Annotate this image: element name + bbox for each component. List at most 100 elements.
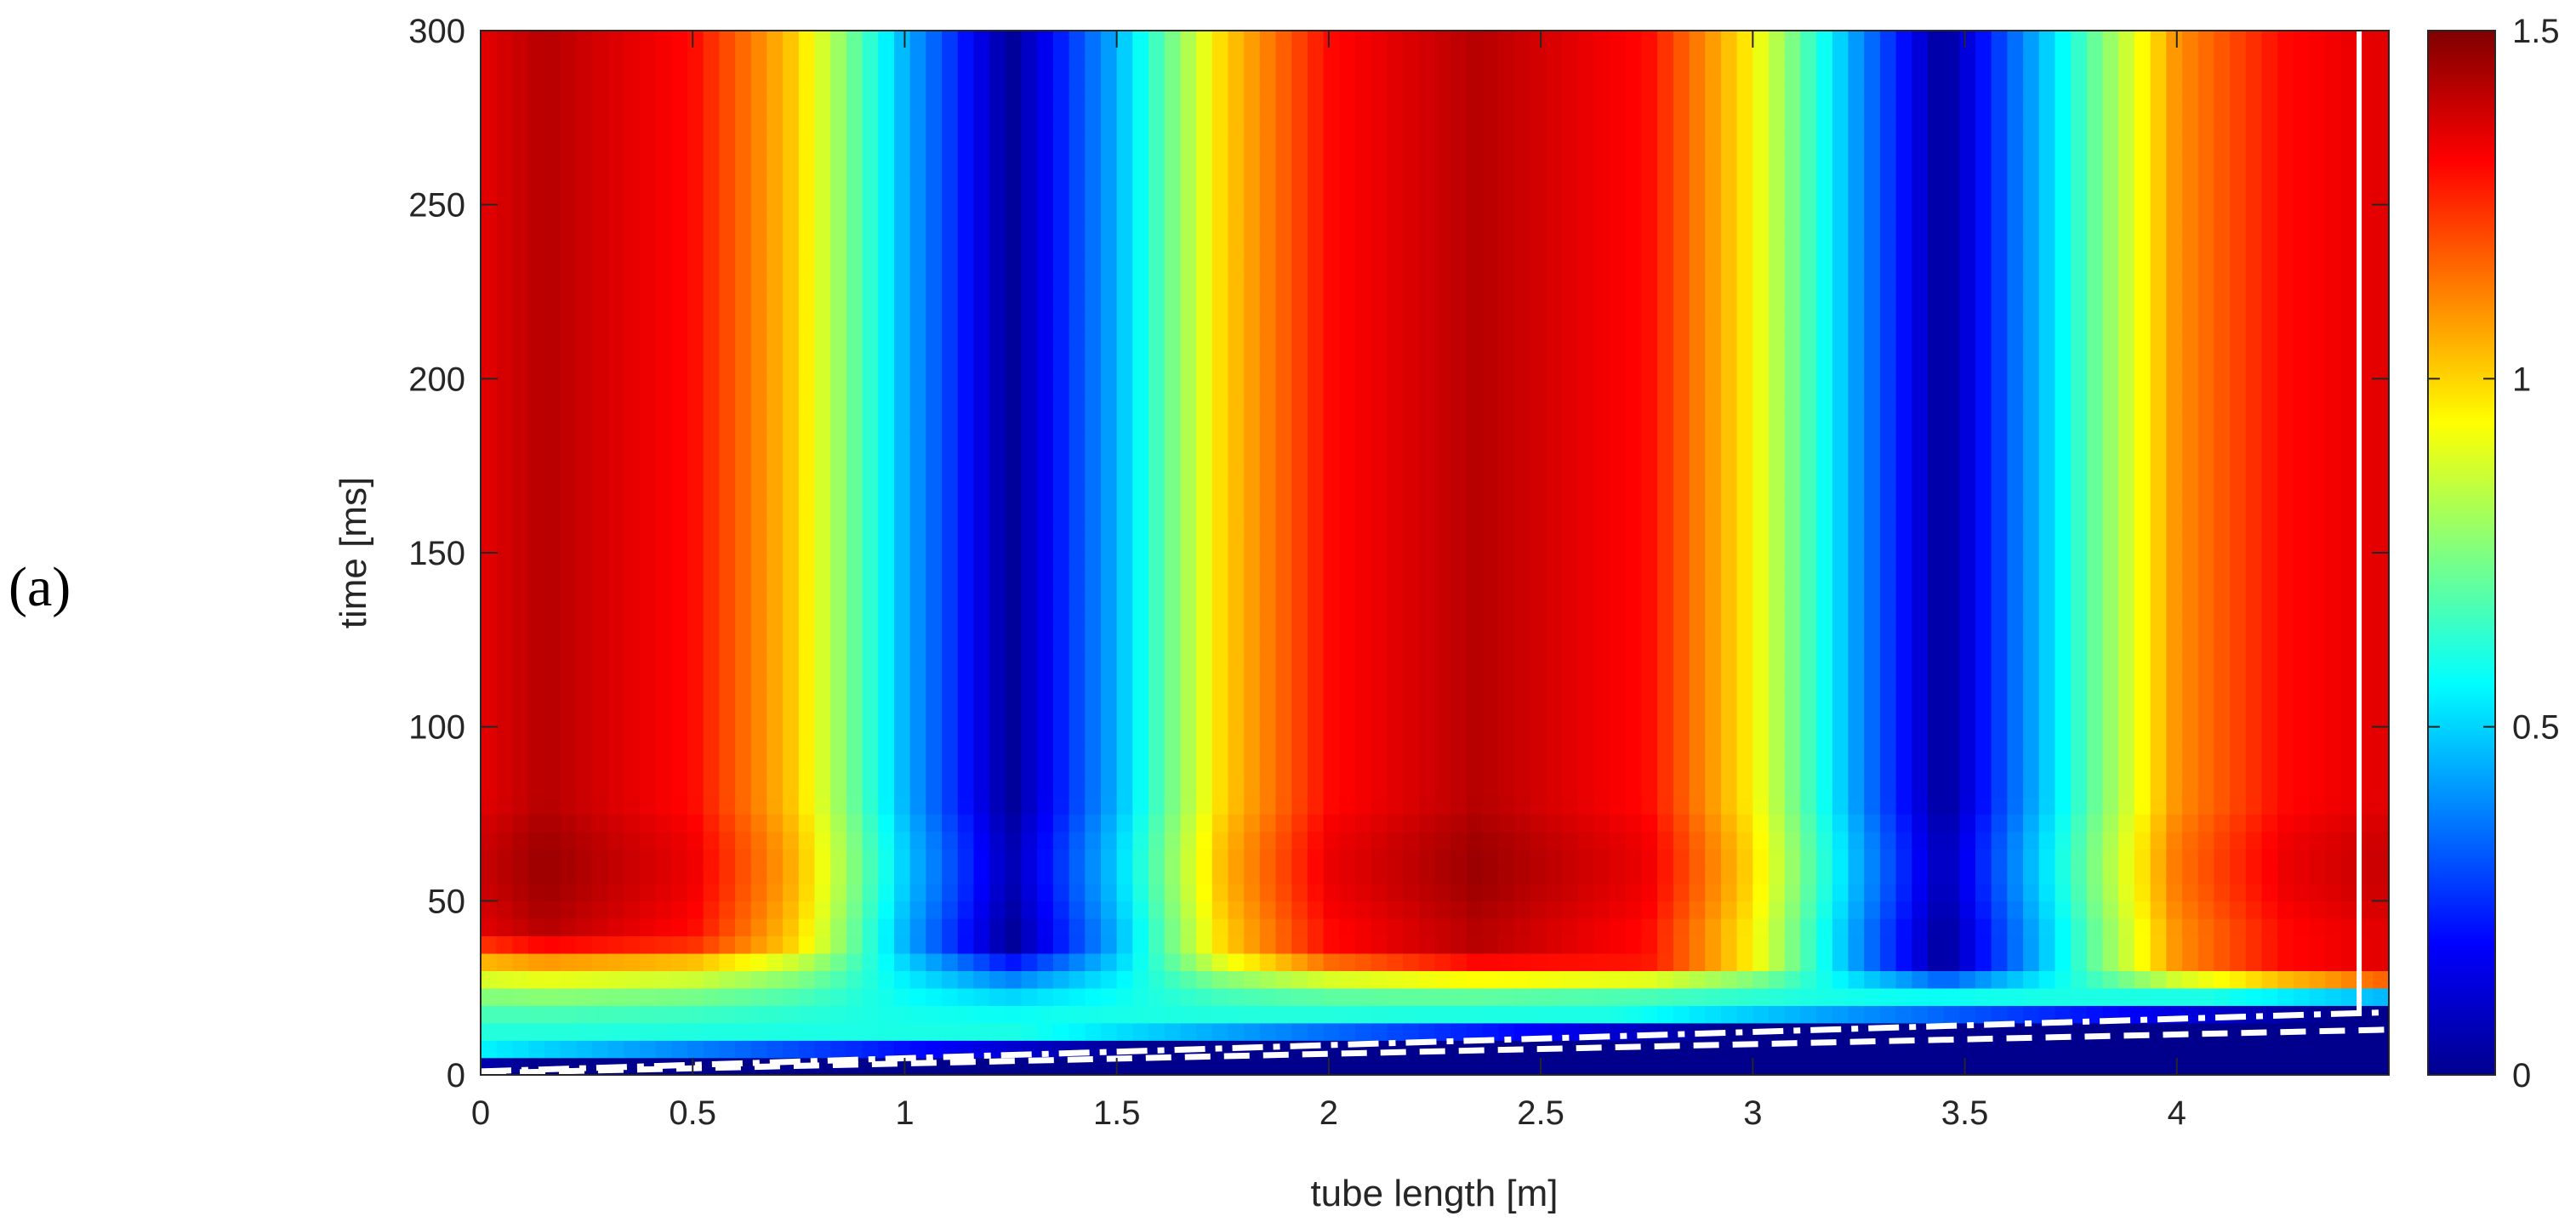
heatmap-cell — [1927, 622, 1945, 641]
heatmap-cell — [862, 726, 880, 745]
heatmap-cell — [560, 935, 577, 954]
heatmap-cell — [1513, 1057, 1531, 1075]
heatmap-cell — [767, 465, 784, 484]
heatmap-cell — [1434, 622, 1451, 641]
heatmap-cell — [607, 779, 625, 798]
heatmap-cell — [2182, 553, 2199, 571]
heatmap-cell — [1577, 691, 1595, 710]
heatmap-cell — [973, 622, 990, 641]
heatmap-cell — [576, 814, 593, 833]
heatmap-cell — [1482, 570, 1500, 588]
heatmap-cell — [1132, 970, 1149, 989]
heatmap-cell — [1752, 918, 1770, 937]
heatmap-cell — [1387, 483, 1404, 502]
heatmap-cell — [2197, 796, 2215, 815]
heatmap-cell — [1148, 535, 1165, 554]
heatmap-cell — [1052, 848, 1070, 867]
heatmap-cell — [798, 413, 816, 432]
heatmap-cell — [1100, 987, 1118, 1006]
heatmap-cell — [1912, 605, 1929, 623]
heatmap-cell — [1211, 535, 1229, 554]
heatmap-cell — [1546, 796, 1563, 815]
heatmap-cell — [1593, 518, 1610, 537]
heatmap-cell — [989, 430, 1006, 449]
heatmap-cell — [1132, 814, 1149, 833]
heatmap-cell — [1975, 553, 1992, 571]
heatmap-cell — [1355, 674, 1372, 693]
heatmap-cell — [926, 605, 943, 623]
heatmap-cell — [2293, 518, 2311, 537]
heatmap-cell — [735, 413, 752, 432]
heatmap-cell — [1450, 430, 1468, 449]
heatmap-cell — [2038, 500, 2056, 519]
heatmap-cell — [1513, 344, 1531, 362]
heatmap-cell — [1418, 448, 1436, 467]
heatmap-cell — [1434, 378, 1451, 397]
heatmap-cell — [1959, 1057, 1976, 1075]
heatmap-cell — [767, 744, 784, 763]
heatmap-cell — [909, 761, 927, 780]
heatmap-cell — [1498, 395, 1515, 415]
heatmap-cell — [1291, 796, 1308, 815]
heatmap-cell — [1625, 1057, 1643, 1075]
heatmap-cell — [2182, 796, 2199, 815]
heatmap-cell — [655, 361, 673, 380]
heatmap-cell — [1610, 570, 1627, 588]
heatmap-cell — [1466, 1022, 1484, 1041]
heatmap-cell — [1069, 814, 1086, 833]
heatmap-cell — [957, 1022, 975, 1041]
heatmap-cell — [1530, 378, 1547, 397]
heatmap-cell — [1228, 344, 1245, 362]
heatmap-cell — [1657, 761, 1674, 780]
heatmap-cell — [2214, 744, 2231, 763]
heatmap-cell — [1657, 1057, 1674, 1075]
heatmap-cell — [2293, 831, 2311, 850]
heatmap-cell — [1816, 465, 1833, 484]
heatmap-cell — [1244, 570, 1261, 588]
heatmap-cell — [1927, 639, 1945, 658]
heatmap-cell — [1180, 535, 1197, 554]
heatmap-cell — [1132, 656, 1149, 676]
heatmap-cell — [1720, 726, 1738, 745]
heatmap-cell — [1530, 465, 1547, 484]
heatmap-cell — [2166, 430, 2183, 449]
heatmap-cell — [973, 709, 990, 728]
heatmap-cell — [1769, 952, 1786, 971]
heatmap-cell — [1610, 952, 1627, 971]
heatmap-cell — [1228, 744, 1245, 763]
heatmap-cell — [814, 796, 832, 815]
heatmap-cell — [576, 518, 593, 537]
heatmap-cell — [957, 674, 975, 693]
heatmap-cell — [798, 430, 816, 449]
heatmap-cell — [591, 901, 609, 919]
heatmap-cell — [1879, 553, 1897, 571]
heatmap-cell — [1403, 970, 1420, 989]
heatmap-cell — [735, 395, 752, 415]
heatmap-cell — [2293, 901, 2311, 919]
heatmap-cell — [624, 378, 641, 397]
heatmap-cell — [1307, 779, 1325, 798]
heatmap-cell — [2340, 553, 2358, 571]
heatmap-cell — [1434, 674, 1451, 693]
heatmap-cell — [1610, 987, 1627, 1006]
heatmap-cell — [1450, 952, 1468, 971]
heatmap-cell — [1387, 344, 1404, 362]
heatmap-cell — [687, 1005, 704, 1024]
heatmap-cell — [1323, 866, 1341, 884]
heatmap-cell — [544, 866, 561, 884]
heatmap-cell — [1848, 570, 1865, 588]
heatmap-cell — [1673, 553, 1690, 571]
heatmap-cell — [909, 639, 927, 658]
heatmap-cell — [1100, 430, 1118, 449]
heatmap-cell — [1705, 814, 1722, 833]
heatmap-cell — [973, 848, 990, 867]
heatmap-cell — [703, 709, 721, 728]
heatmap-cell — [528, 483, 545, 502]
heatmap-cell — [783, 796, 800, 815]
heatmap-cell — [624, 553, 641, 571]
heatmap-cell — [528, 344, 545, 362]
heatmap-cell — [1466, 344, 1484, 362]
heatmap-cell — [2038, 848, 2056, 867]
heatmap-cell — [1530, 970, 1547, 989]
heatmap-cell — [1275, 901, 1293, 919]
